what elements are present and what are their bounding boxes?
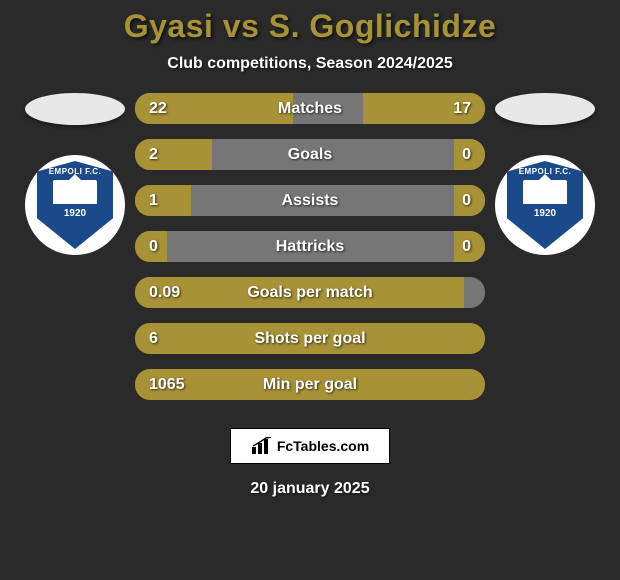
stat-row: Hattricks00: [135, 231, 485, 262]
stat-row: Goals20: [135, 139, 485, 170]
stat-row: Goals per match0.09: [135, 277, 485, 308]
bar-left-fill: [135, 277, 464, 308]
subtitle: Club competitions, Season 2024/2025: [167, 55, 452, 73]
player-left-photo-placeholder: [25, 93, 125, 125]
building-icon: [53, 180, 97, 204]
bar-left-fill: [135, 231, 167, 262]
bar-left-fill: [135, 185, 191, 216]
shield-icon: EMPOLI F.C. 1920: [507, 161, 583, 249]
bar-right-fill: [454, 139, 486, 170]
bar-track: [135, 323, 485, 354]
club-right-year: 1920: [534, 208, 556, 219]
stat-row: Assists10: [135, 185, 485, 216]
bar-track: [135, 277, 485, 308]
bar-right-fill: [363, 93, 486, 124]
bar-track: [135, 231, 485, 262]
date: 20 january 2025: [250, 480, 369, 498]
bar-track: [135, 369, 485, 400]
footer-brand-badge: FcTables.com: [230, 428, 390, 464]
page-title: Gyasi vs S. Goglichidze: [124, 8, 497, 45]
bar-track: [135, 139, 485, 170]
player-left-side: EMPOLI F.C. 1920: [15, 93, 135, 255]
comparison-bars: Matches2217 Goals20 Assists10 Hattricks00 Go…: [135, 93, 485, 400]
bar-right-fill: [454, 185, 486, 216]
bar-left-fill: [135, 323, 485, 354]
bar-track: [135, 93, 485, 124]
stat-row: Min per goal1065: [135, 369, 485, 400]
bar-left-fill: [135, 93, 293, 124]
player-right-side: EMPOLI F.C. 1920: [485, 93, 605, 255]
bar-right-fill: [454, 231, 486, 262]
bar-track: [135, 185, 485, 216]
bar-left-fill: [135, 139, 212, 170]
club-left-year: 1920: [64, 208, 86, 219]
building-icon: [523, 180, 567, 204]
bar-left-fill: [135, 369, 485, 400]
stat-row: Matches2217: [135, 93, 485, 124]
barchart-icon: [251, 437, 273, 455]
shield-icon: EMPOLI F.C. 1920: [37, 161, 113, 249]
club-right-logo: EMPOLI F.C. 1920: [495, 155, 595, 255]
comparison-area: EMPOLI F.C. 1920 Matches2217 Goals20 Assis…: [0, 93, 620, 400]
club-left-logo: EMPOLI F.C. 1920: [25, 155, 125, 255]
stat-row: Shots per goal6: [135, 323, 485, 354]
footer-brand-text: FcTables.com: [277, 438, 369, 454]
player-right-photo-placeholder: [495, 93, 595, 125]
